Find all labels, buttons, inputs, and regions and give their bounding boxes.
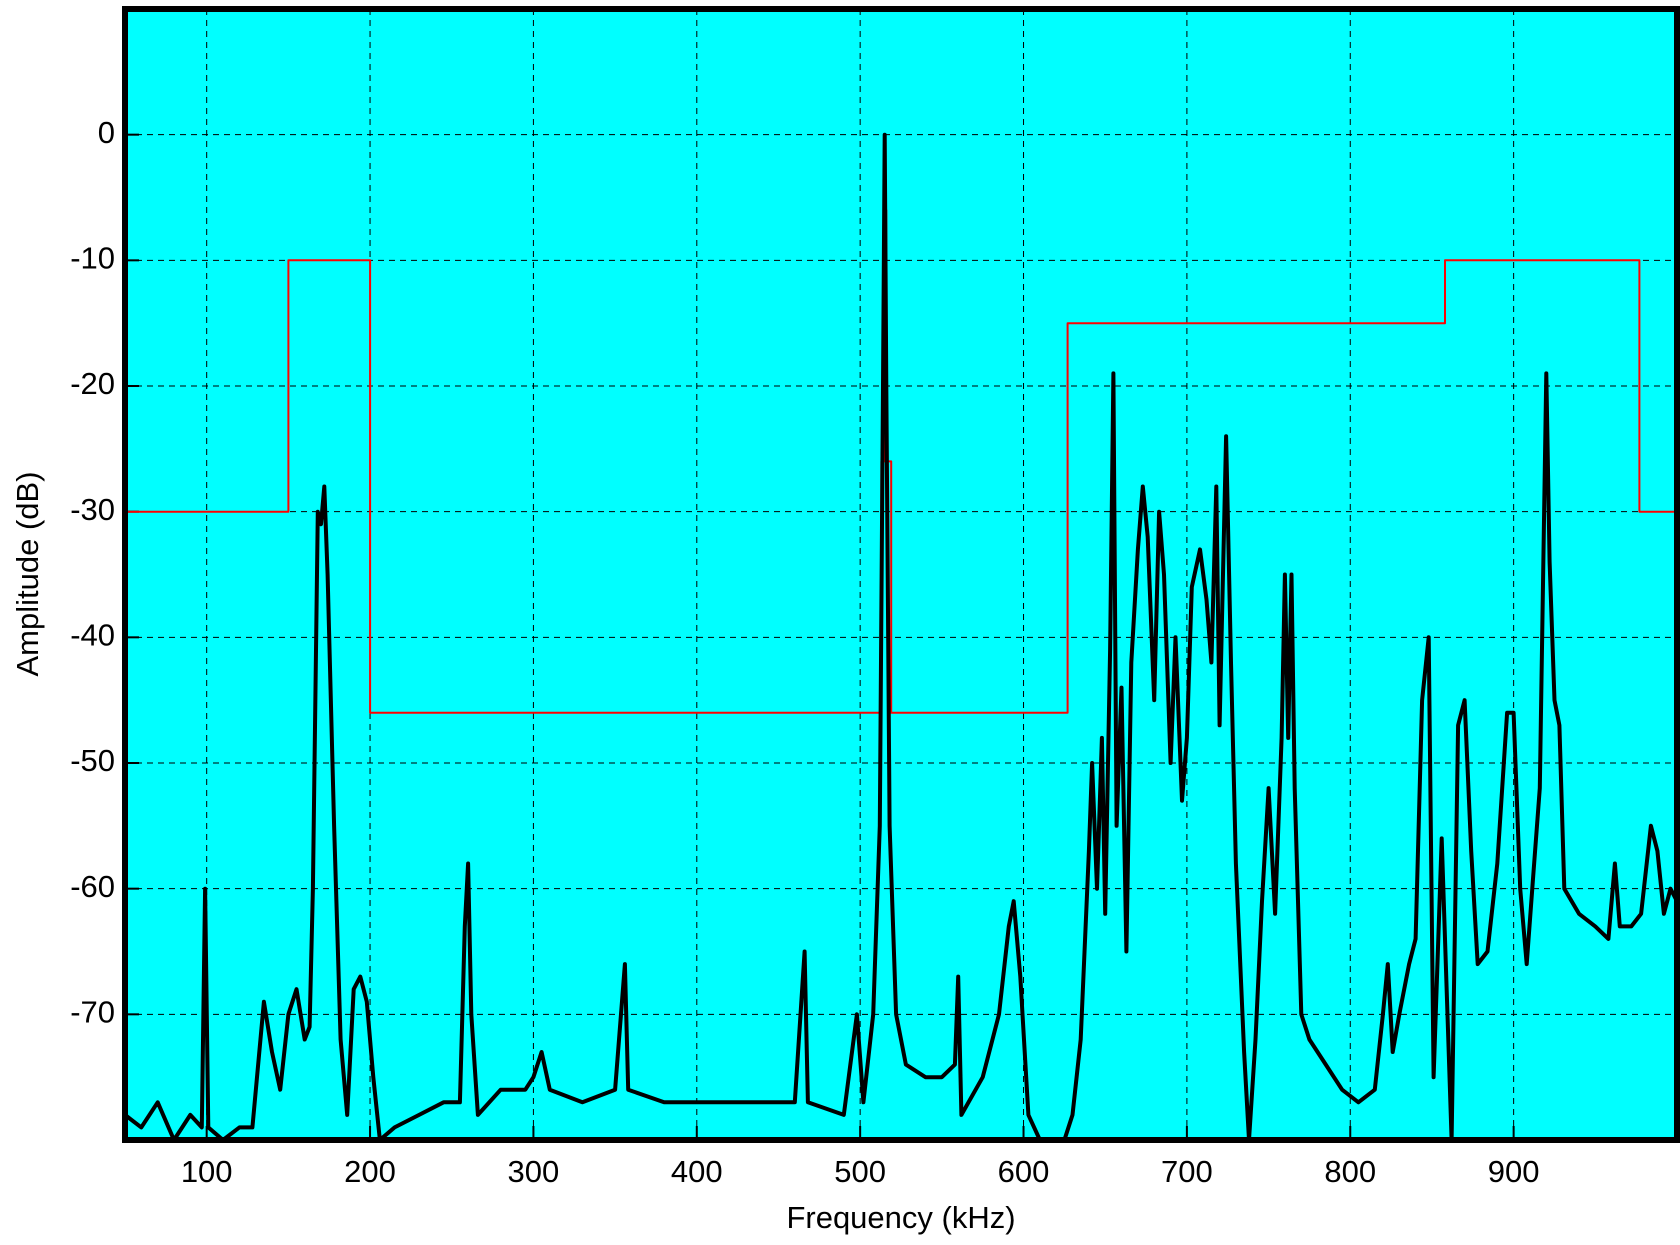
plot-frame <box>122 6 1680 1143</box>
tick-labels: 100 200 300 400 500 600 700 800 900 0 -10 -20 -30 -40… <box>70 115 1539 1189</box>
y-tick-label: -30 <box>70 492 115 527</box>
y-tick-label: 0 <box>98 115 115 150</box>
series-line <box>125 132 1677 1140</box>
plot-background <box>125 9 1677 1140</box>
x-tick-label: 100 <box>181 1154 233 1189</box>
plot-lines <box>125 132 1677 1140</box>
y-tick-label: -70 <box>70 995 115 1030</box>
x-axis-label: Frequency (kHz) <box>786 1200 1015 1235</box>
y-tick-label: -60 <box>70 869 115 904</box>
y-tick-label: -50 <box>70 743 115 778</box>
x-tick-label: 200 <box>344 1154 396 1189</box>
x-tick-label: 300 <box>508 1154 560 1189</box>
x-tick-label: 600 <box>998 1154 1050 1189</box>
y-axis-label: Amplitude (dB) <box>10 471 45 676</box>
x-tick-label: 800 <box>1324 1154 1376 1189</box>
x-tick-label: 500 <box>834 1154 886 1189</box>
y-tick-label: -10 <box>70 241 115 276</box>
x-tick-label: 900 <box>1488 1154 1540 1189</box>
y-tick-label: -20 <box>70 366 115 401</box>
y-tick-label: -40 <box>70 618 115 653</box>
x-tick-label: 400 <box>671 1154 723 1189</box>
x-tick-label: 700 <box>1161 1154 1213 1189</box>
